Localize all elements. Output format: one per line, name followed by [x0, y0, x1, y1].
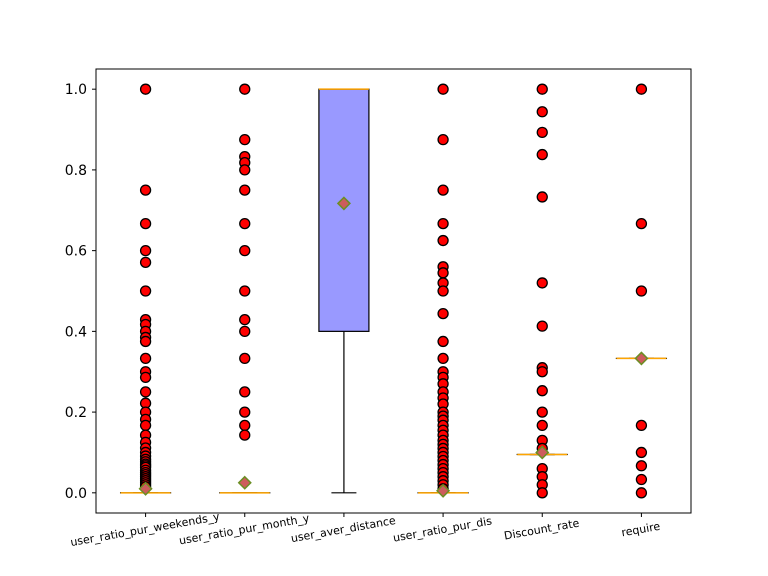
mean-marker	[237, 475, 252, 490]
outlier-point	[536, 366, 548, 378]
outlier-point	[437, 307, 449, 320]
outliers-4	[535, 83, 550, 499]
outlier-point	[437, 267, 449, 279]
outlier-point	[239, 184, 251, 196]
x-tick-label: Discount_rate	[503, 517, 580, 543]
outlier-point	[139, 244, 152, 257]
outlier-point	[635, 473, 648, 486]
outlier-point	[139, 419, 152, 432]
outlier-point	[635, 446, 648, 459]
outlier-point	[239, 164, 251, 176]
outlier-point	[635, 419, 648, 432]
outlier-point	[536, 126, 548, 139]
plot-frame	[95, 68, 692, 514]
y-tick-label: 0.6	[65, 244, 87, 260]
outlier-point	[239, 133, 251, 146]
outlier-point	[239, 325, 251, 338]
outlier-point	[239, 386, 251, 398]
outlier-point	[635, 217, 648, 230]
y-tick-label: 0.2	[65, 405, 87, 421]
outlier-point	[239, 314, 251, 326]
outlier-point	[437, 184, 449, 196]
x-tick-label: user_ratio_pur_dis	[392, 514, 493, 544]
box-group-2	[318, 88, 370, 494]
outlier-point	[139, 352, 152, 365]
mean-marker	[336, 196, 351, 211]
outlier-point	[239, 406, 251, 418]
mean-marker	[138, 481, 153, 496]
outlier-point	[139, 285, 152, 297]
outlier-point	[139, 256, 152, 268]
outlier-point	[239, 83, 251, 95]
y-tick-label: 0.0	[65, 486, 87, 502]
y-tick-label: 1.0	[65, 82, 87, 98]
outlier-point	[139, 371, 152, 384]
outlier-point	[536, 83, 548, 95]
outlier-point	[536, 191, 548, 203]
outlier-point	[139, 83, 152, 95]
x-tick-label: require	[620, 520, 661, 540]
outlier-point	[635, 487, 648, 499]
outlier-point	[239, 419, 251, 432]
outlier-point	[437, 285, 449, 297]
outlier-point	[139, 335, 152, 348]
outlier-point	[239, 244, 251, 257]
outliers-2	[336, 196, 351, 211]
mean-marker	[436, 483, 451, 498]
outlier-point	[437, 133, 449, 146]
outlier-point	[635, 460, 648, 472]
outlier-point	[437, 335, 449, 348]
outlier-point	[536, 277, 548, 289]
outlier-point	[536, 487, 548, 499]
y-tick-label: 0.8	[65, 163, 87, 179]
outlier-point	[536, 385, 548, 397]
outlier-point	[437, 352, 449, 365]
outlier-point	[437, 217, 449, 230]
outlier-point	[139, 217, 152, 230]
outliers-1	[237, 83, 252, 490]
outlier-point	[536, 406, 548, 418]
outlier-point	[239, 429, 251, 441]
mean-marker	[535, 445, 550, 460]
outlier-point	[635, 83, 648, 95]
outlier-point	[536, 419, 548, 432]
outlier-point	[635, 285, 648, 297]
y-tick-label: 0.4	[65, 324, 87, 340]
outliers-0	[138, 83, 153, 496]
outlier-point	[239, 285, 251, 297]
outlier-point	[437, 83, 449, 95]
outlier-point	[239, 217, 251, 230]
outlier-point	[536, 148, 548, 161]
outlier-point	[139, 386, 152, 398]
outlier-point	[437, 234, 449, 247]
mean-marker	[634, 351, 649, 366]
outlier-point	[536, 106, 548, 118]
outlier-point	[536, 320, 548, 332]
outliers-3	[436, 83, 451, 498]
outlier-point	[139, 184, 152, 196]
outliers-5	[634, 83, 649, 499]
outlier-point	[239, 352, 251, 365]
